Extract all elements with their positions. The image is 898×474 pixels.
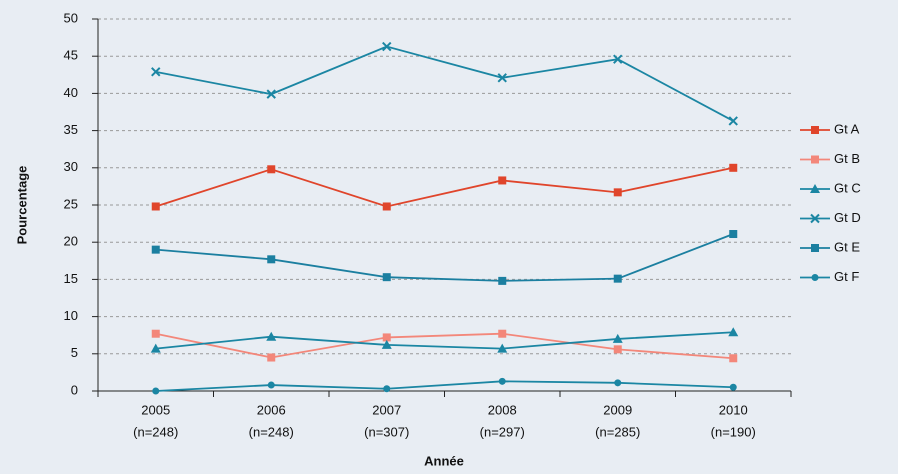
y-tick-label: 20 [64, 234, 78, 249]
x-tick-label: 2005 [141, 402, 170, 417]
marker [613, 345, 622, 354]
marker [498, 176, 507, 185]
marker [729, 354, 738, 363]
marker [811, 155, 819, 164]
marker [382, 333, 391, 342]
marker [729, 230, 738, 239]
y-tick-label: 5 [71, 345, 78, 360]
marker [151, 202, 160, 211]
x-tick-label: 2009 [603, 402, 632, 417]
y-tick-label: 40 [64, 85, 78, 100]
marker [150, 343, 161, 353]
marker [498, 329, 507, 338]
y-tick-label: 50 [64, 10, 78, 25]
marker [811, 244, 819, 252]
marker [382, 41, 392, 52]
marker [151, 245, 160, 254]
marker [613, 188, 622, 197]
marker [613, 274, 622, 283]
marker [498, 377, 506, 385]
marker [729, 163, 738, 172]
x-tick-label: 2007 [372, 402, 401, 417]
x-tick-note: (n=248) [133, 424, 178, 439]
marker [811, 126, 819, 134]
legend-label: Gt D [834, 210, 861, 225]
marker [497, 343, 508, 353]
marker [381, 339, 392, 349]
x-tick-note: (n=248) [249, 424, 294, 439]
legend-label: Gt B [834, 151, 860, 166]
y-tick-label: 0 [71, 382, 78, 397]
legend-label: Gt F [834, 269, 859, 284]
y-axis-label: Pourcentage [14, 166, 29, 245]
marker [267, 381, 275, 389]
marker [266, 331, 277, 341]
marker [382, 273, 391, 282]
x-axis-label: Année [424, 453, 464, 468]
marker [614, 379, 622, 387]
marker [152, 387, 160, 395]
marker [728, 116, 738, 126]
marker [383, 385, 391, 393]
series-line [155, 332, 734, 360]
marker [267, 165, 276, 174]
x-tick-label: 2010 [719, 402, 748, 417]
y-tick-label: 35 [64, 122, 78, 137]
marker [612, 333, 623, 343]
y-tick-label: 10 [64, 308, 78, 323]
legend-label: Gt C [834, 180, 861, 195]
x-tick-label: 2006 [257, 402, 286, 417]
marker [728, 327, 739, 337]
marker [382, 202, 391, 211]
legend-label: Gt E [834, 239, 860, 254]
marker [810, 213, 820, 224]
x-tick-label: 2008 [488, 402, 517, 417]
legend-label: Gt A [834, 121, 860, 136]
marker [497, 73, 507, 83]
series-line [155, 233, 734, 282]
series-line [155, 45, 734, 122]
marker [151, 329, 160, 338]
y-tick-label: 15 [64, 271, 78, 286]
marker [266, 89, 276, 99]
y-tick-label: 45 [64, 48, 78, 63]
marker [810, 184, 820, 193]
marker [498, 276, 507, 285]
x-tick-note: (n=307) [364, 424, 409, 439]
series-line [155, 380, 734, 392]
marker [729, 383, 737, 391]
series-line [155, 166, 734, 208]
y-tick-label: 30 [64, 159, 78, 174]
marker [267, 353, 276, 362]
x-tick-note: (n=297) [480, 424, 525, 439]
x-tick-note: (n=285) [595, 424, 640, 439]
x-tick-note: (n=190) [711, 424, 756, 439]
marker [613, 54, 623, 64]
y-tick-label: 25 [64, 196, 78, 211]
marker [267, 255, 276, 264]
series-line [155, 331, 734, 350]
marker [811, 274, 819, 281]
marker [151, 67, 161, 77]
